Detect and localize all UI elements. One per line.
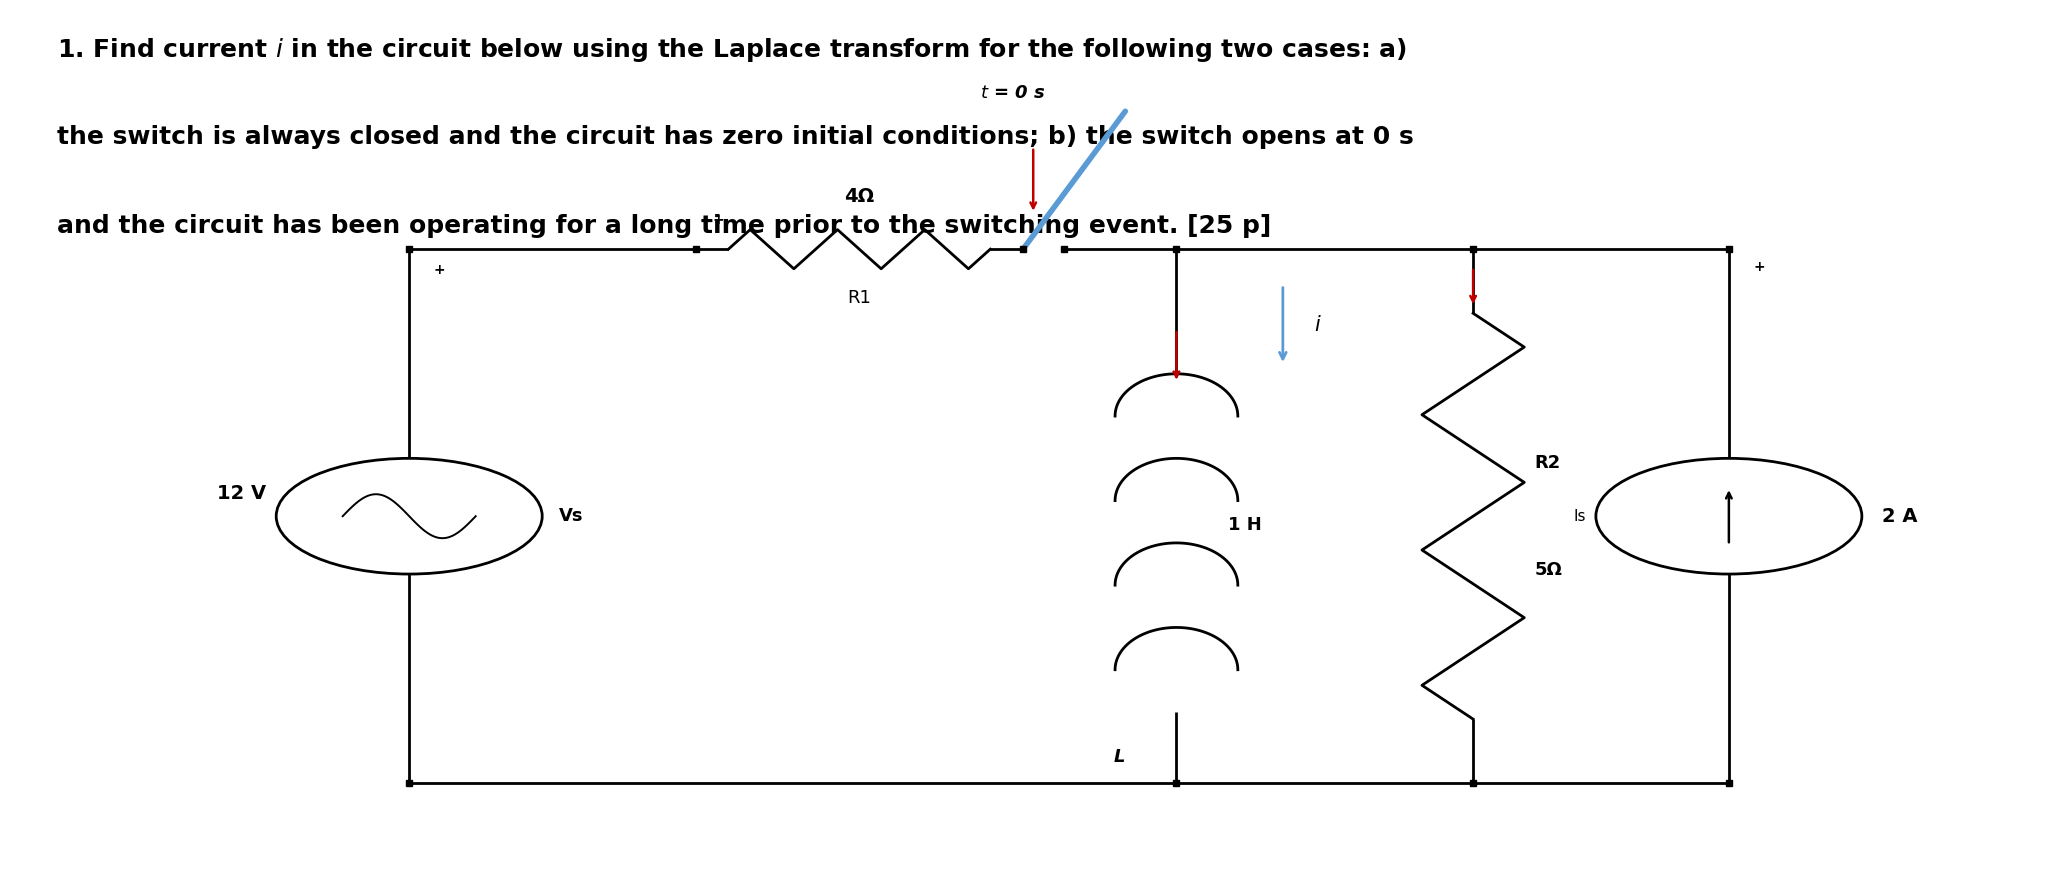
Text: R1: R1	[847, 289, 872, 307]
Text: 1 H: 1 H	[1228, 516, 1260, 534]
Text: Vs: Vs	[559, 507, 583, 525]
Text: 4Ω: 4Ω	[845, 188, 874, 206]
Text: 12 V: 12 V	[217, 483, 266, 503]
Text: $t$ = 0 s: $t$ = 0 s	[980, 85, 1046, 102]
Text: +: +	[434, 263, 446, 277]
Text: 5Ω: 5Ω	[1534, 561, 1563, 579]
Text: $i$: $i$	[1314, 315, 1322, 335]
Text: +: +	[1753, 260, 1766, 274]
Text: 1. Find current $i$ in the circuit below using the Laplace transform for the fol: 1. Find current $i$ in the circuit below…	[57, 36, 1408, 63]
Text: L: L	[1113, 748, 1125, 765]
Text: R2: R2	[1534, 454, 1561, 472]
Text: +: +	[712, 213, 724, 227]
Text: 2 A: 2 A	[1882, 506, 1917, 526]
Text: and the circuit has been operating for a long time prior to the switching event.: and the circuit has been operating for a…	[57, 214, 1271, 238]
Text: the switch is always closed and the circuit has zero initial conditions; b) the : the switch is always closed and the circ…	[57, 125, 1414, 149]
Text: Is: Is	[1573, 509, 1586, 523]
